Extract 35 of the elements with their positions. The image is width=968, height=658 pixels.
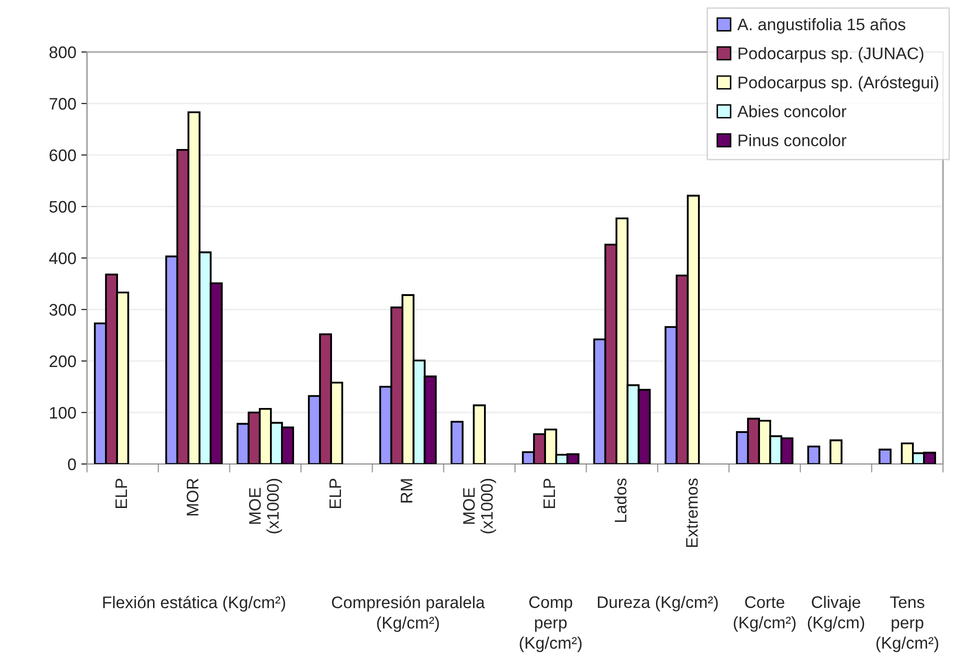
y-tick-label: 300 <box>49 304 76 316</box>
x-tick-label: MOE (x1000) <box>463 478 496 534</box>
x-tick-label: ELP <box>116 478 127 508</box>
y-tick-label: 0 <box>68 458 76 470</box>
x-tick-label: RM <box>400 479 412 502</box>
legend-label: Abies concolor <box>737 105 846 118</box>
bar <box>830 439 842 464</box>
text: Compresión paralela (Kg/cm²) <box>332 596 485 632</box>
bar <box>450 420 464 464</box>
x-tick-label: Lados <box>614 478 626 522</box>
x-tick-label: MOE (x1000) <box>249 478 282 534</box>
text: Clivaje (Kg/cm) <box>808 596 864 632</box>
x-tick-label: ELP <box>544 478 555 508</box>
text: Dureza (Kg/cm²) <box>598 596 718 612</box>
y-tick-label: 700 <box>50 98 76 110</box>
text: Tens perp (Kg/cm²) <box>876 596 938 652</box>
x-tick-label: MOR <box>186 478 198 516</box>
text: Flexión estática (Kg/cm²) <box>103 596 286 612</box>
x-tick-label: Extremos <box>686 478 698 547</box>
y-tick-label: 500 <box>49 200 76 213</box>
y-tick-label: 600 <box>50 149 76 162</box>
x-tick-label: ELP <box>330 478 341 508</box>
bar <box>472 404 486 464</box>
text: Corte (Kg/cm²) <box>734 596 796 632</box>
legend-label: A. angustifolia 15 años <box>737 18 906 34</box>
legend-label: Podocarpus sp. (JUNAC) <box>738 47 924 63</box>
bar <box>878 448 892 464</box>
legend-label: Podocarpus sp. (Aróstegui) <box>738 76 938 92</box>
legend-label: Pinus concolor <box>738 134 846 146</box>
y-tick-label: 400 <box>49 252 76 264</box>
y-tick-label: 200 <box>50 355 76 368</box>
bar <box>807 446 820 464</box>
y-tick-label: 800 <box>50 46 76 58</box>
y-tick-label: 100 <box>50 406 76 419</box>
text: Comp perp (Kg/cm²) <box>520 596 582 652</box>
